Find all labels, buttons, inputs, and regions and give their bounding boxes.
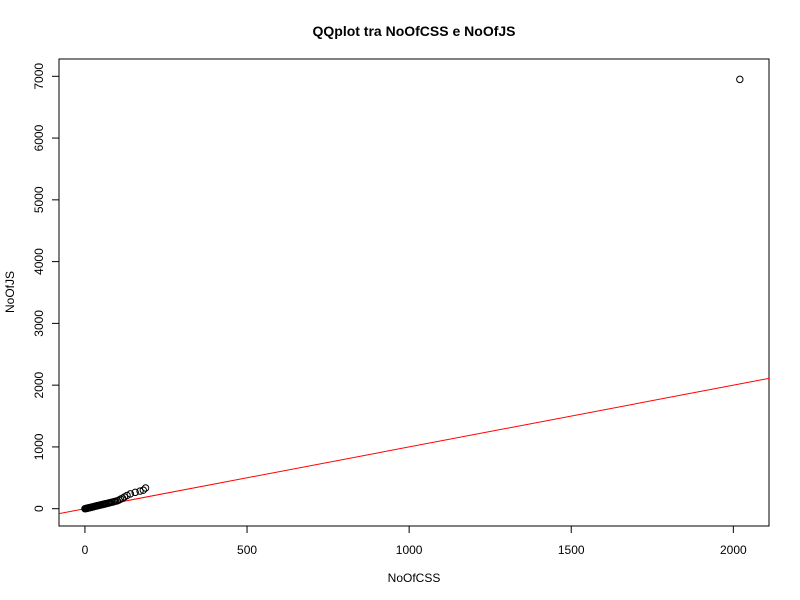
x-tick-label: 500 [237,543,257,557]
data-points [81,75,744,513]
data-point [126,490,135,498]
x-axis-label: NoOfCSS [388,571,441,585]
data-point [115,496,123,504]
y-tick-label: 4000 [32,248,46,275]
x-tick-label: 1000 [396,543,423,557]
y-tick-label: 1000 [32,433,46,460]
x-tick-label: 0 [82,543,89,557]
data-point [736,75,744,84]
y-tick-label: 0 [32,505,46,512]
data-point [141,484,150,492]
y-axis: 0 1000 2000 3000 4000 5000 6000 7000 [32,63,60,512]
data-point [139,486,147,494]
y-tick-label: 7000 [32,63,46,90]
qq-reference-line [59,377,769,515]
data-point [131,488,139,497]
x-tick-label: 1500 [558,543,585,557]
data-point [136,487,144,495]
chart-title: QQplot tra NoOfCSS e NoOfJS [312,23,515,39]
y-tick-label: 6000 [32,124,46,151]
y-tick-label: 2000 [32,371,46,398]
reference-line [59,377,769,515]
plot-area [58,58,770,527]
y-tick-label: 5000 [32,186,46,213]
x-tick-label: 2000 [720,543,747,557]
y-tick-label: 3000 [32,310,46,337]
x-axis: 0 500 1000 1500 2000 [82,525,747,557]
plot-frame [58,58,770,527]
y-axis-label: NoOfJS [3,271,17,313]
